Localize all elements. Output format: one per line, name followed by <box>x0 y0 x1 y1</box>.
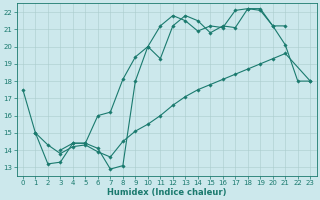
X-axis label: Humidex (Indice chaleur): Humidex (Indice chaleur) <box>107 188 226 197</box>
